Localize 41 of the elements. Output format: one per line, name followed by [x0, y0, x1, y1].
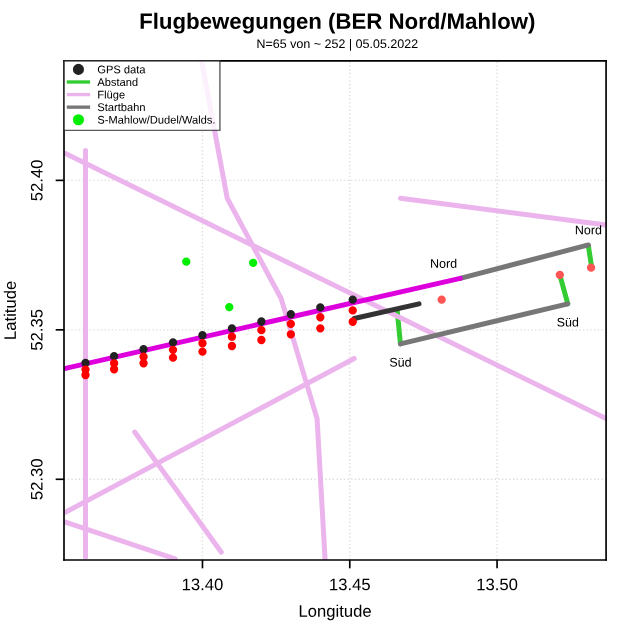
point: [586, 263, 596, 272]
point: [348, 317, 357, 326]
point: [81, 358, 90, 368]
point: [198, 339, 207, 348]
y-axis-title: Latitude: [3, 281, 16, 339]
y-tick-label: 52.35: [30, 309, 43, 351]
point: [555, 270, 564, 279]
point: [198, 331, 207, 340]
x-tick-label: 13.40: [182, 578, 223, 591]
point: [225, 302, 234, 312]
point: [286, 319, 296, 329]
x-tick-label: 13.50: [477, 578, 518, 591]
point: [348, 295, 357, 304]
point: [286, 330, 296, 339]
point: [316, 313, 325, 322]
x-axis-title: Longitude: [299, 604, 371, 621]
point: [257, 325, 266, 335]
y-tick-label: 52.30: [30, 459, 43, 500]
point: [139, 352, 148, 361]
point: [437, 295, 446, 304]
point: [316, 303, 325, 312]
point: [168, 353, 178, 362]
point: [182, 257, 191, 266]
x-tick-label: 13.45: [330, 578, 370, 591]
point: [286, 310, 296, 319]
point: [227, 341, 237, 351]
point: [109, 359, 119, 368]
chart-title: Flugbewegungen (BER Nord/Mahlow): [140, 12, 535, 34]
point: [257, 335, 266, 345]
point: [198, 347, 207, 356]
point: [227, 332, 237, 341]
point: [168, 338, 178, 347]
point: [227, 324, 237, 333]
y-tick-label: 52.40: [30, 160, 43, 201]
point: [248, 258, 258, 268]
point: [348, 306, 357, 315]
point: [139, 345, 148, 354]
point: [168, 345, 178, 355]
point: [316, 324, 325, 333]
point: [81, 365, 90, 374]
point: [257, 317, 266, 326]
